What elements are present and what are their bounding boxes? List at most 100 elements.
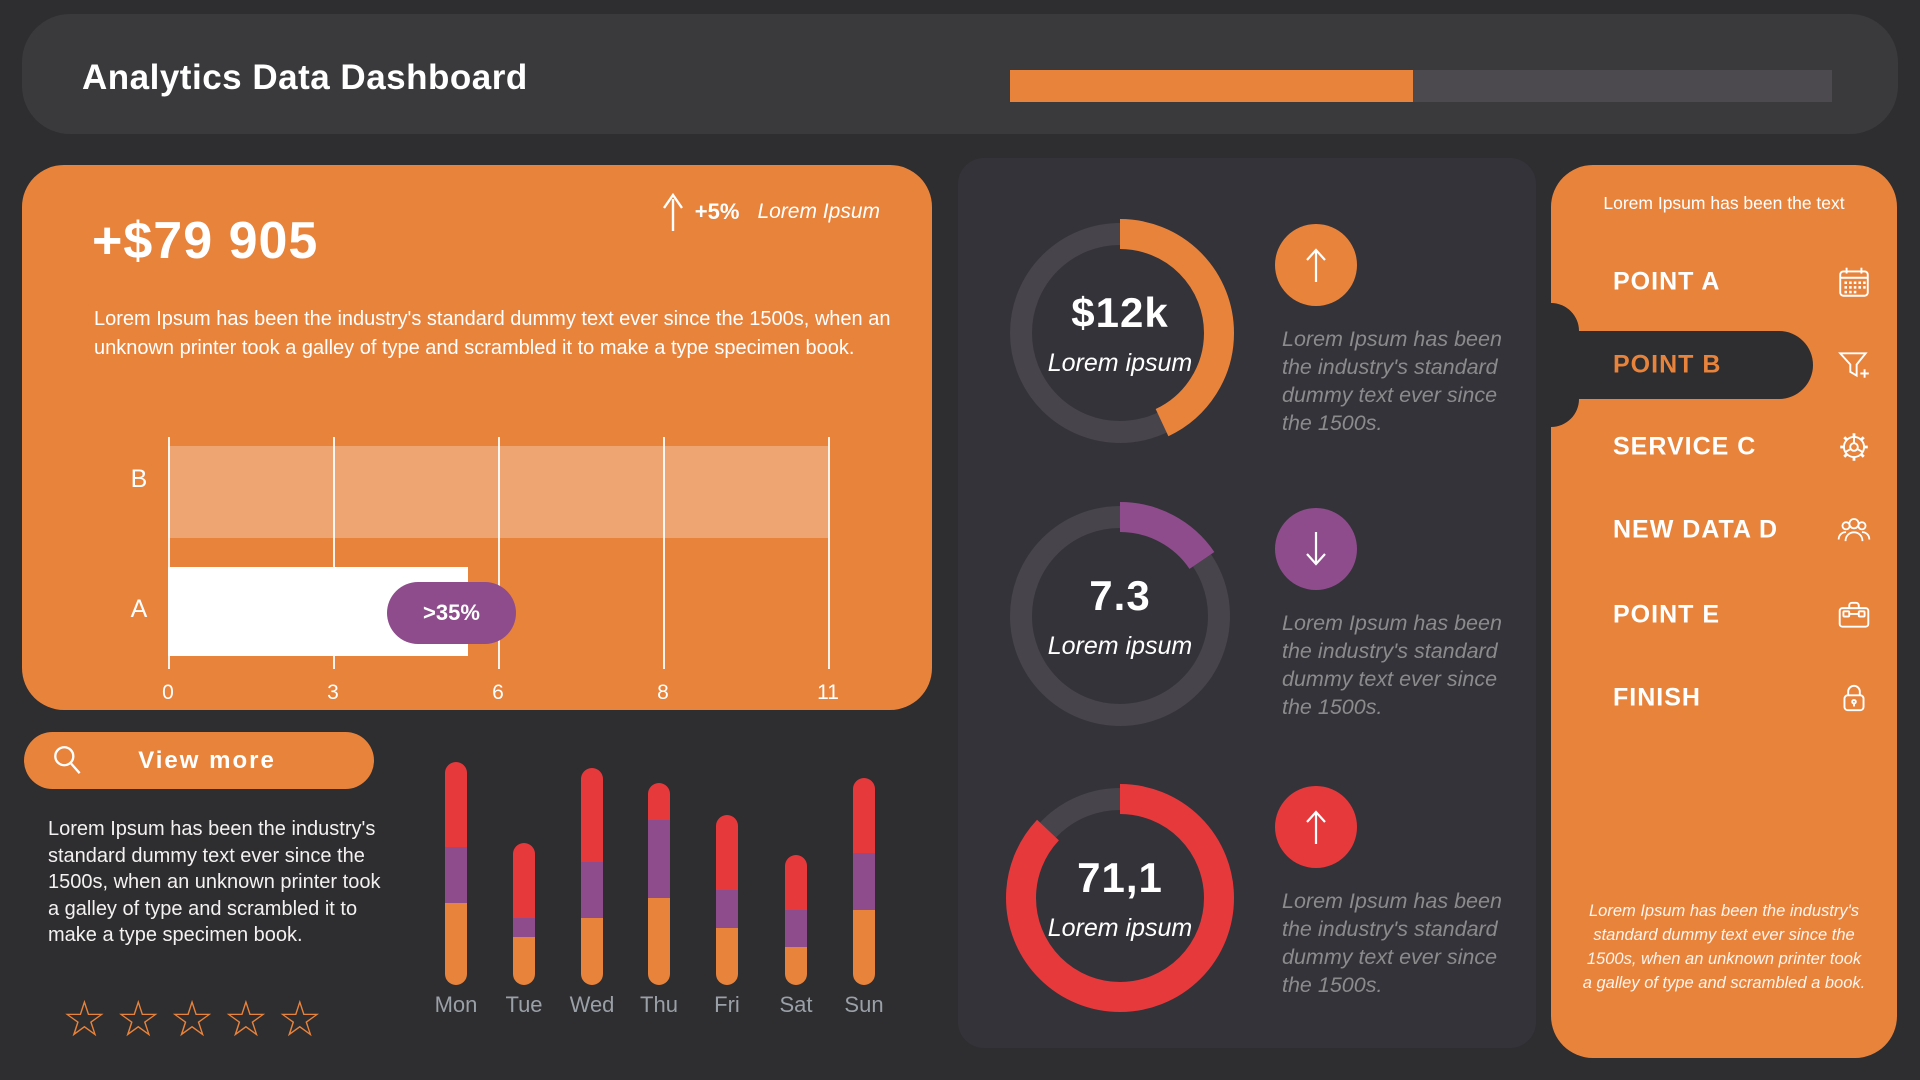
day-label: Tue xyxy=(505,992,543,1017)
sidebar: Lorem Ipsum has been the text POINT A PO xyxy=(1551,165,1897,1058)
donut-center-text: 7.3 Lorem ipsum xyxy=(1000,496,1240,736)
donut-center-text: $12k Lorem ipsum xyxy=(1000,213,1240,453)
day-label: Fri xyxy=(714,992,740,1017)
header-bar: Analytics Data Dashboard xyxy=(22,14,1898,134)
purple-segment xyxy=(648,820,670,898)
gauge-description: Lorem Ipsum has been the industry's stan… xyxy=(1282,611,1502,719)
day-label: Sat xyxy=(779,992,813,1017)
filter-plus-icon xyxy=(1836,347,1872,383)
sidebar-item-finish[interactable]: FINISH xyxy=(1551,664,1897,732)
gridline xyxy=(333,437,335,669)
gridline xyxy=(498,437,500,669)
sidebar-item-point-a[interactable]: POINT A xyxy=(1551,248,1897,316)
star-icon[interactable]: ☆ xyxy=(62,990,107,1048)
bar-row-label-a: A xyxy=(130,595,148,623)
donut-value: 7.3 xyxy=(1089,571,1151,619)
view-more-button[interactable]: View more xyxy=(24,732,374,789)
donut-label: Lorem ipsum xyxy=(1047,631,1193,660)
stacked-bar-wed xyxy=(581,768,603,985)
purple-segment xyxy=(716,890,738,928)
sidebar-bottom-text: Lorem Ipsum has been the industry's stan… xyxy=(1582,902,1866,992)
sidebar-item-label: FINISH xyxy=(1613,683,1701,712)
x-axis-ticks: 0 3 6 8 11 xyxy=(162,681,839,711)
purple-segment xyxy=(785,910,807,947)
horizontal-bar-chart: B A >35% 0 3 6 8 11 xyxy=(131,437,839,704)
gridline xyxy=(168,437,170,669)
purple-segment xyxy=(581,862,603,918)
star-icon[interactable]: ☆ xyxy=(169,990,215,1048)
header-progress-fill xyxy=(1010,70,1413,102)
sidebar-item-service-c[interactable]: SERVICE C xyxy=(1551,413,1897,481)
purple-segment xyxy=(513,918,535,937)
sidebar-item-label: POINT B xyxy=(1613,350,1722,379)
stacked-bar-fri xyxy=(716,815,738,985)
donut-value: $12k xyxy=(1071,288,1169,336)
orange-segment xyxy=(445,903,467,985)
bar-row-label-b: B xyxy=(130,465,148,493)
donut-chart-rate: 71,1 Lorem ipsum xyxy=(1000,778,1240,1018)
stacked-bar-sat xyxy=(785,855,807,985)
orange-segment xyxy=(716,928,738,985)
donut-chart-score: 7.3 Lorem ipsum xyxy=(1000,496,1240,736)
page-title: Analytics Data Dashboard xyxy=(82,58,528,97)
weekly-stacked-bar-chart: Mon Tue Wed Thu Fri Sat Sun xyxy=(430,752,900,1028)
lock-icon xyxy=(1836,680,1872,716)
stacked-bar-tue xyxy=(513,843,535,985)
sidebar-item-point-e[interactable]: POINT E xyxy=(1551,581,1897,649)
active-item-pill xyxy=(1551,303,1813,427)
sidebar-item-label: POINT A xyxy=(1613,267,1721,296)
sidebar-item-new-data-d[interactable]: NEW DATA D xyxy=(1551,496,1897,564)
gauge-up-button[interactable] xyxy=(1275,224,1357,306)
arrow-up-icon xyxy=(1299,245,1333,285)
gauge-up-button[interactable] xyxy=(1275,786,1357,868)
stat-amount: +$79 905 xyxy=(92,212,319,270)
stacked-bar-mon xyxy=(445,762,467,985)
x-tick: 0 xyxy=(162,681,174,704)
day-label: Sun xyxy=(844,992,884,1017)
x-tick: 8 xyxy=(657,681,669,704)
gridline xyxy=(663,437,665,669)
growth-badge: +5% Lorem Ipsum xyxy=(661,191,880,233)
sidebar-item-point-b[interactable]: POINT B xyxy=(1551,331,1897,399)
x-tick: 6 xyxy=(492,681,504,704)
red-segment xyxy=(581,768,603,862)
orange-segment xyxy=(785,947,807,985)
badge-delta: +5% xyxy=(694,199,740,224)
x-tick: 3 xyxy=(327,681,339,704)
star-icon[interactable]: ☆ xyxy=(277,990,323,1048)
gauge-description: Lorem Ipsum has been the industry's stan… xyxy=(1282,327,1502,435)
users-icon xyxy=(1836,512,1872,548)
red-segment xyxy=(785,855,807,910)
donut-label: Lorem ipsum xyxy=(1047,348,1193,377)
donut-chart-revenue: $12k Lorem ipsum xyxy=(1000,213,1240,453)
search-icon xyxy=(50,743,86,779)
star-rating: ☆ ☆ ☆ ☆ ☆ xyxy=(62,994,322,1044)
stacked-bar-sun xyxy=(853,778,875,985)
stacked-bar-thu xyxy=(648,783,670,985)
gauge-down-button[interactable] xyxy=(1275,508,1357,590)
orange-segment xyxy=(581,918,603,985)
arrow-up-icon xyxy=(1299,807,1333,847)
sidebar-top-text: Lorem Ipsum has been the text xyxy=(1603,193,1845,213)
gridline xyxy=(828,437,830,669)
orange-segment xyxy=(513,937,535,985)
sidebar-item-label: SERVICE C xyxy=(1613,432,1757,461)
star-icon[interactable]: ☆ xyxy=(115,990,161,1048)
day-label: Mon xyxy=(434,992,478,1017)
red-segment xyxy=(648,783,670,820)
purple-segment xyxy=(445,847,467,903)
badge-label: Lorem Ipsum xyxy=(757,200,880,223)
view-more-label: View more xyxy=(138,746,276,774)
donut-value: 71,1 xyxy=(1077,853,1163,901)
orange-segment xyxy=(853,910,875,985)
orange-segment xyxy=(648,898,670,985)
purple-segment xyxy=(853,853,875,910)
bar-b xyxy=(168,446,828,538)
header-progress-track xyxy=(1010,70,1832,102)
arrow-down-icon xyxy=(1299,529,1333,569)
red-segment xyxy=(716,815,738,890)
gear-icon xyxy=(1836,429,1872,465)
star-icon[interactable]: ☆ xyxy=(223,990,269,1048)
red-segment xyxy=(513,843,535,918)
